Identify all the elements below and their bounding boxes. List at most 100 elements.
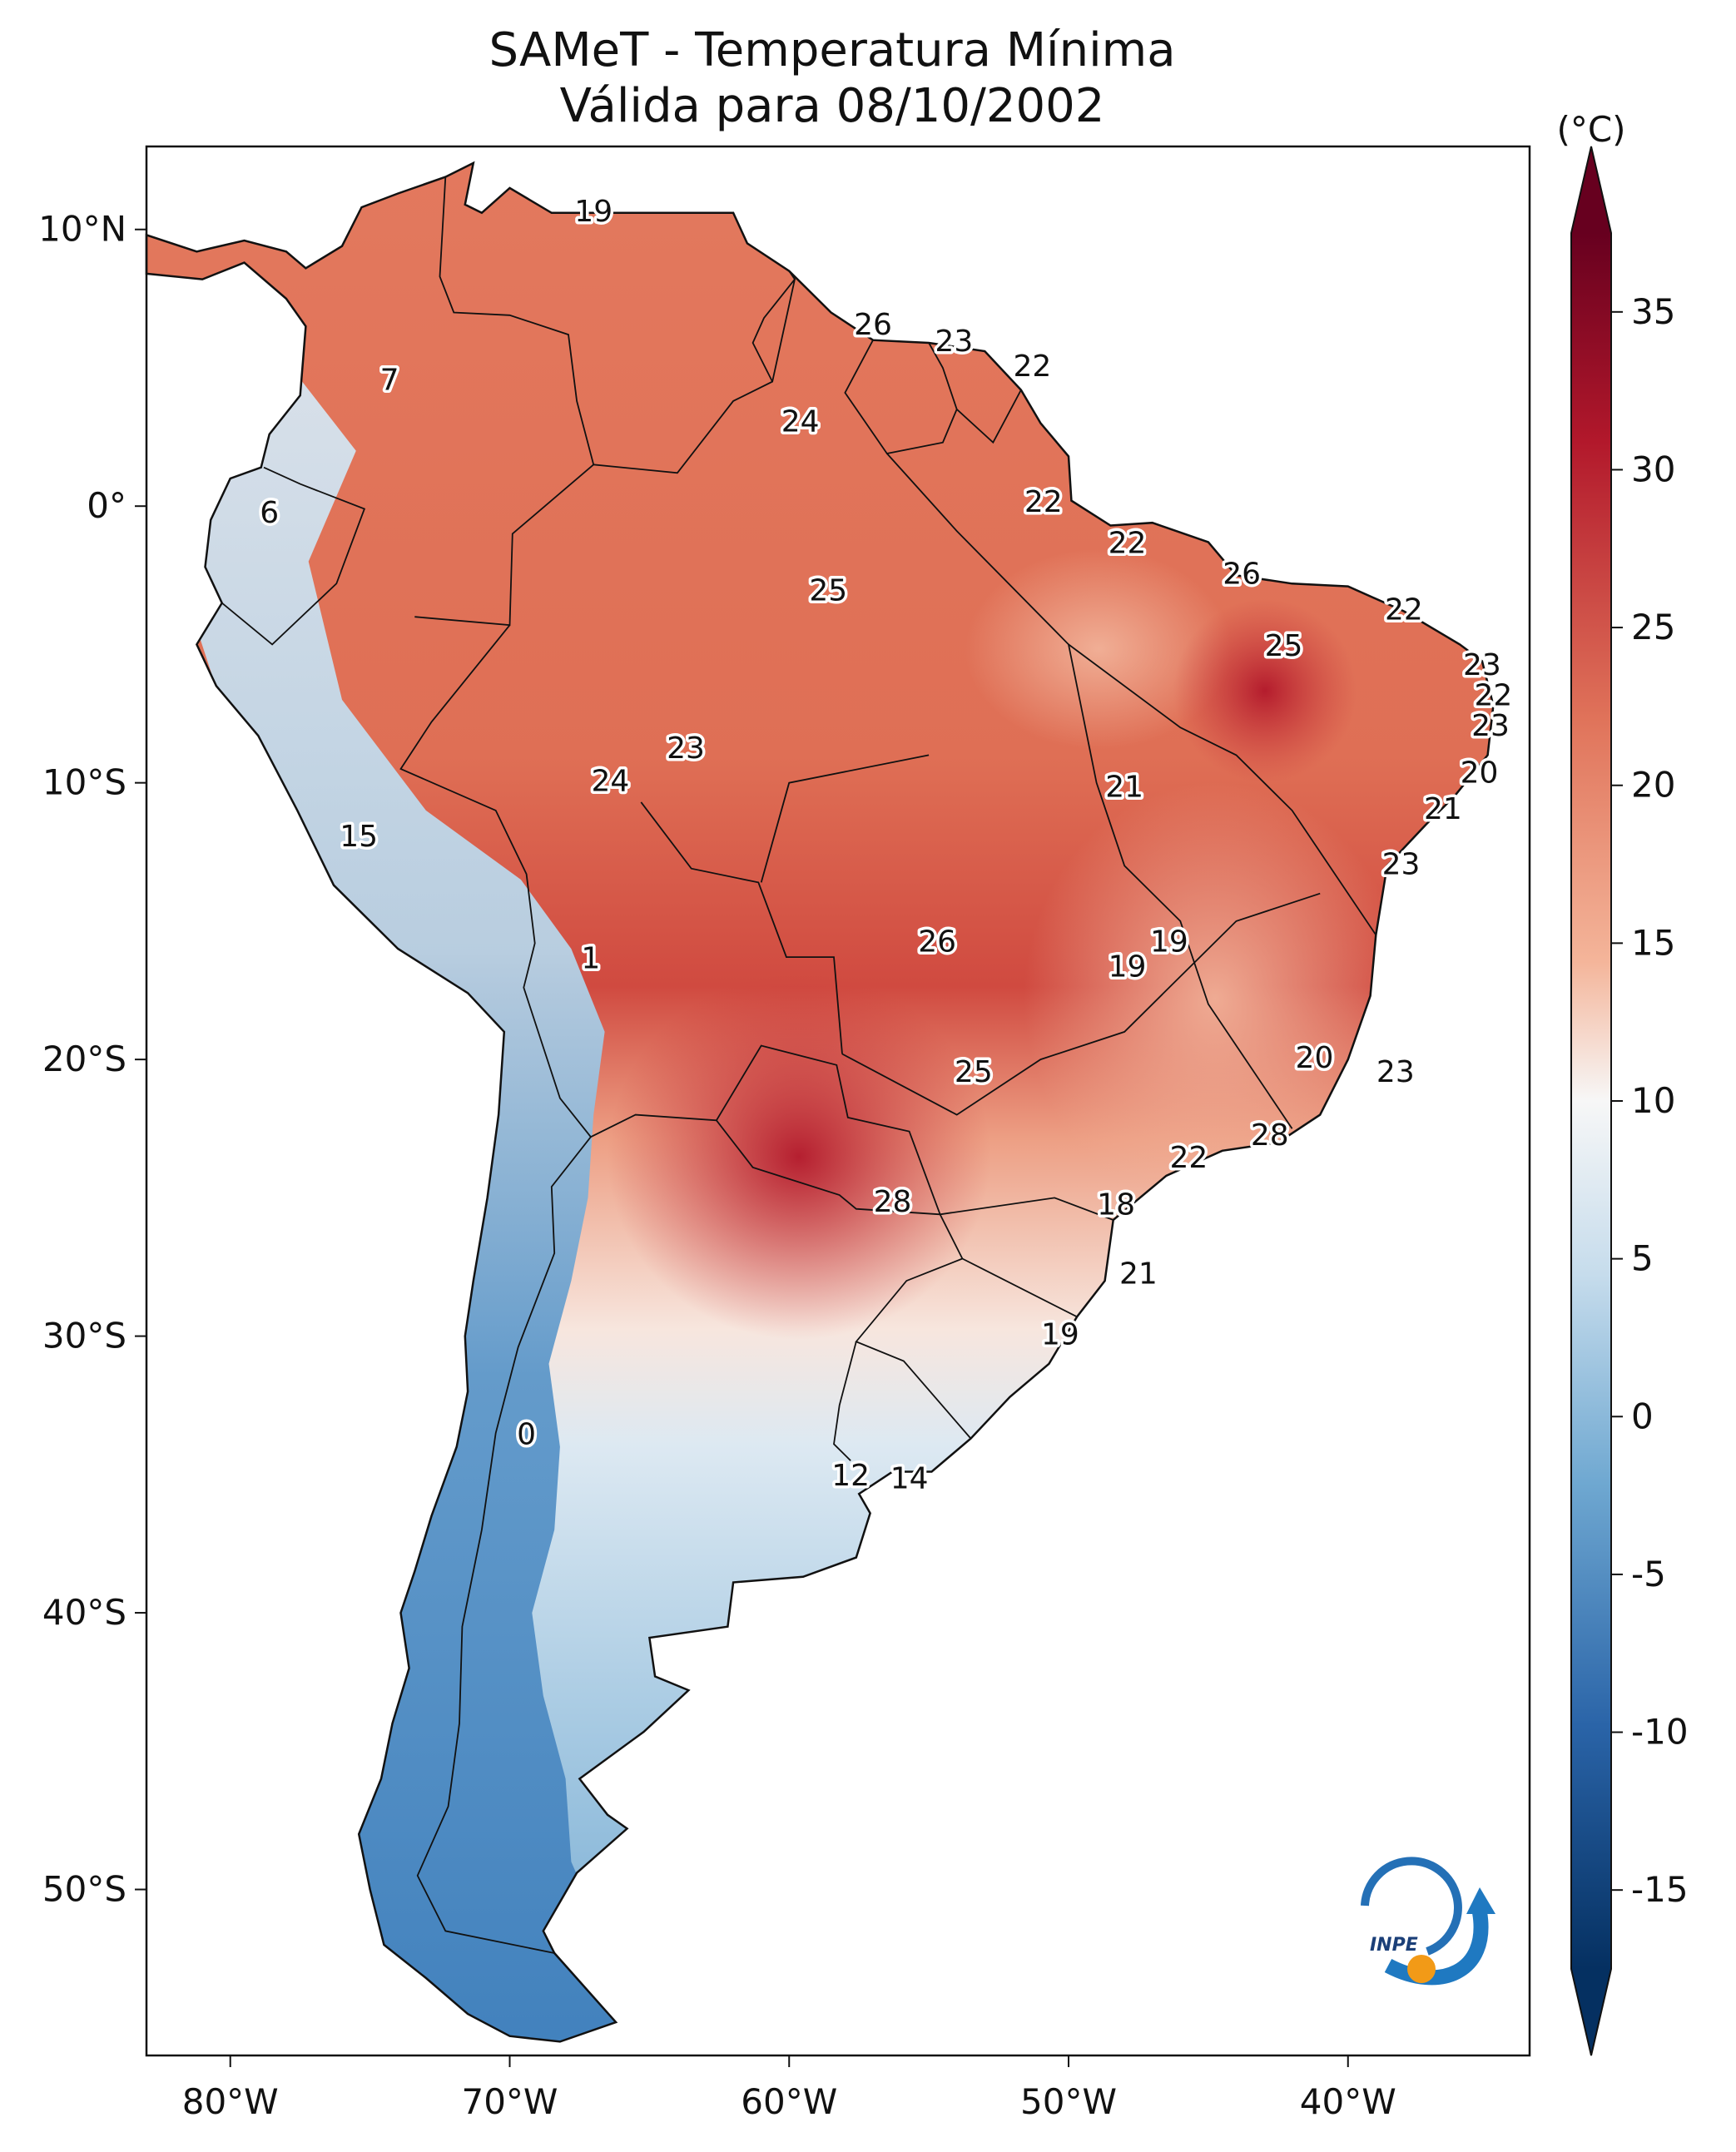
temperature-label: 25 <box>1265 629 1303 663</box>
border-line <box>414 279 796 627</box>
border-line <box>886 453 1293 1129</box>
latitude-axis: 10°N 0° 10°S 20°S 30°S 40°S 50°S <box>38 209 146 1910</box>
inpe-logo: INPE <box>1361 1857 1495 1986</box>
coastline <box>145 161 1495 2043</box>
colorbar-tick-label: 25 <box>1631 607 1675 647</box>
temperature-label: 25 <box>955 1055 993 1089</box>
border-line <box>751 270 796 383</box>
temperature-label: 26 <box>1223 557 1261 591</box>
colorbar-tick-label: -10 <box>1631 1712 1689 1753</box>
logo-swoosh-icon <box>1384 1911 1489 1986</box>
border-line <box>716 1119 940 1216</box>
lat-tick-label: 50°S <box>42 1869 126 1910</box>
border-line <box>841 892 1321 1116</box>
logo-dot-icon <box>1407 1955 1436 1983</box>
lon-tick-label: 70°W <box>461 2081 558 2122</box>
temperature-label: 28 <box>874 1185 912 1219</box>
colorbar-tick-label: -15 <box>1631 1869 1689 1910</box>
border-line <box>833 1341 857 1461</box>
temperature-label: 19 <box>574 195 613 229</box>
temperature-label: 19 <box>1150 925 1188 959</box>
lat-tick-label: 30°S <box>42 1316 126 1356</box>
border-line <box>416 1136 592 1954</box>
temperature-label: 14 <box>890 1461 929 1495</box>
temperature-label: 15 <box>340 820 378 854</box>
colorbar-tick-label: 20 <box>1631 765 1675 806</box>
temperature-label: 18 <box>1097 1188 1135 1222</box>
temperature-label: 23 <box>1463 648 1501 682</box>
country-borders <box>221 176 1377 1954</box>
border-line <box>844 340 958 454</box>
temperature-label: 21 <box>1424 792 1462 826</box>
logo-arrow-icon <box>1466 1887 1495 1914</box>
lon-tick-label: 80°W <box>182 2081 279 2122</box>
colorbar-tick-label: 10 <box>1631 1080 1675 1121</box>
temperature-label: 19 <box>1109 950 1147 984</box>
lon-tick-label: 60°W <box>741 2081 837 2122</box>
temperature-label: 23 <box>935 325 973 359</box>
temperature-label: 23 <box>1382 847 1421 881</box>
temperature-label: 20 <box>1461 756 1499 791</box>
temperature-label: 23 <box>1471 709 1510 743</box>
lon-tick-label: 50°W <box>1020 2081 1117 2122</box>
temperature-label: 1 <box>581 941 600 975</box>
border-line <box>439 176 595 465</box>
lat-tick-label: 10°S <box>42 762 126 803</box>
colorbar-tick-label: 15 <box>1631 922 1675 963</box>
border-line <box>940 1197 1114 1221</box>
colorbar-top-arrow <box>1571 146 1611 233</box>
temperature-label: 19 <box>1041 1318 1079 1352</box>
colorbar: (°C) 35 30 25 20 15 10 5 0 -5 -10 -15 <box>1556 109 1689 2056</box>
longitude-axis: 80°W 70°W 60°W 50°W 40°W <box>182 2055 1396 2122</box>
title-line-1: SAMeT - Temperatura Mínima <box>489 23 1176 77</box>
logo-ring-icon <box>1361 1857 1462 1956</box>
colorbar-frame <box>1570 146 1612 2056</box>
lat-tick-label: 40°S <box>42 1592 126 1633</box>
temperature-label: 22 <box>1474 679 1512 713</box>
temperature-label: 22 <box>1013 350 1051 384</box>
border-line <box>640 801 843 1054</box>
temperature-label: 0 <box>517 1417 536 1451</box>
temperature-label: 21 <box>1119 1257 1158 1291</box>
temperature-label: 25 <box>809 573 847 607</box>
colorbar-gradient <box>1571 233 1611 1969</box>
colorbar-tick-label: 5 <box>1631 1238 1654 1279</box>
border-line <box>961 1257 1078 1318</box>
temperature-label: 23 <box>1376 1055 1415 1089</box>
temperature-label: 20 <box>1296 1041 1334 1075</box>
lat-tick-label: 10°N <box>38 209 126 250</box>
border-line <box>221 466 366 646</box>
temperature-label: 22 <box>1385 593 1423 627</box>
temperature-label: 12 <box>831 1459 870 1493</box>
temperature-label: 7 <box>380 364 399 398</box>
temperature-label: 6 <box>260 496 279 530</box>
temperature-label: 24 <box>591 765 629 799</box>
temperature-label: 22 <box>1024 485 1063 519</box>
logo-text: INPE <box>1370 1935 1418 1956</box>
title-line-2: Válida para 08/10/2002 <box>559 79 1105 133</box>
border-line <box>956 389 1022 444</box>
colorbar-tick-label: 0 <box>1631 1396 1654 1436</box>
temperature-label: 22 <box>1109 527 1147 561</box>
lon-tick-label: 40°W <box>1300 2081 1396 2122</box>
temperature-label: 26 <box>854 308 892 342</box>
colorbar-bottom-arrow <box>1571 1969 1611 2055</box>
temperature-label: 21 <box>1105 770 1143 804</box>
lat-tick-label: 20°S <box>42 1039 126 1079</box>
border-line <box>760 754 930 883</box>
colorbar-tick-label: -5 <box>1631 1554 1666 1594</box>
colorbar-tick-label: 35 <box>1631 291 1675 332</box>
map-frame <box>145 145 1531 2057</box>
temperature-label: 22 <box>1169 1141 1208 1175</box>
temperature-label: 28 <box>1251 1118 1289 1153</box>
colorbar-ticks: 35 30 25 20 15 10 5 0 -5 -10 -15 <box>1611 291 1689 1910</box>
colorbar-tick-label: 30 <box>1631 449 1675 489</box>
temperature-label: 24 <box>781 404 820 439</box>
border-line <box>1068 643 1377 936</box>
temperature-label: 26 <box>918 925 956 959</box>
lat-tick-label: 0° <box>87 485 126 526</box>
temperature-label: 23 <box>667 731 705 766</box>
